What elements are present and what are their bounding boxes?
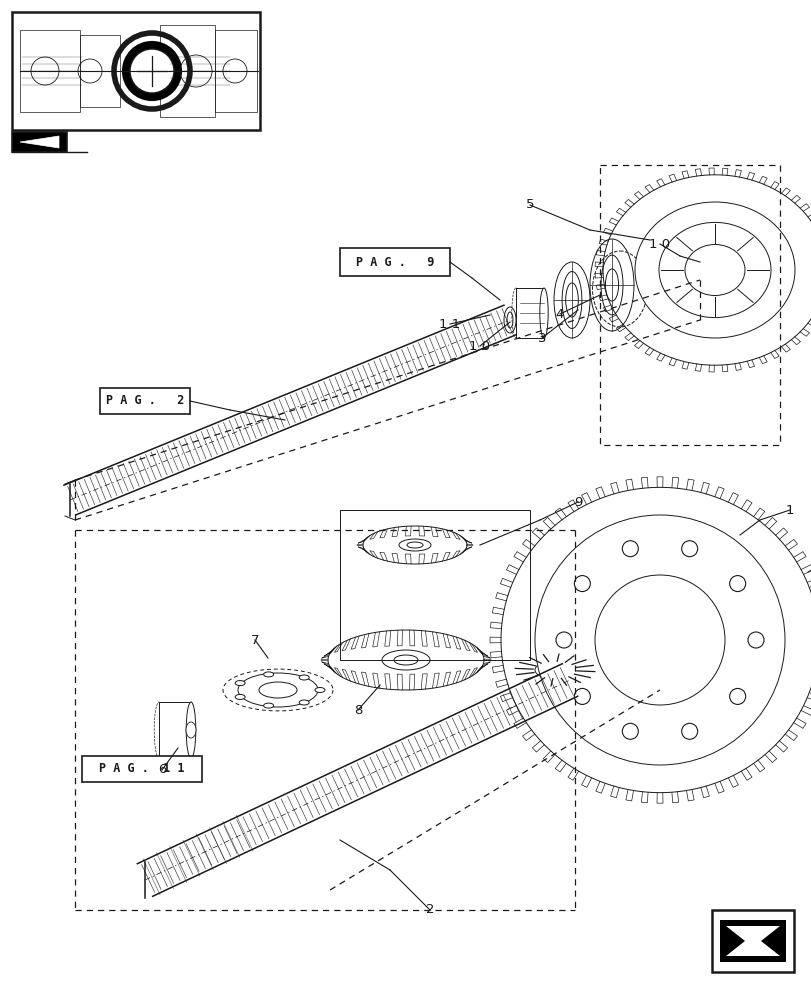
Circle shape [594, 575, 724, 705]
Bar [80, 35, 120, 107]
Bar [12, 132, 67, 152]
Ellipse shape [398, 539, 431, 551]
Circle shape [621, 541, 637, 557]
Ellipse shape [235, 694, 245, 699]
Bar [215, 30, 257, 112]
Ellipse shape [406, 542, 423, 548]
Circle shape [556, 632, 571, 648]
Ellipse shape [393, 655, 418, 665]
Ellipse shape [298, 700, 309, 705]
Circle shape [573, 688, 590, 704]
Text: 1 1: 1 1 [439, 318, 460, 330]
Text: 9: 9 [573, 495, 581, 508]
Circle shape [130, 49, 174, 93]
Text: 1 0: 1 0 [469, 340, 490, 353]
Ellipse shape [534, 661, 574, 679]
Bar [160, 25, 215, 117]
Ellipse shape [259, 682, 297, 698]
Bar [711, 910, 793, 972]
Ellipse shape [634, 202, 794, 338]
Circle shape [573, 576, 590, 592]
Ellipse shape [264, 703, 273, 708]
Ellipse shape [186, 702, 195, 758]
FancyBboxPatch shape [82, 756, 202, 782]
Text: 1: 1 [785, 504, 793, 516]
Text: 4: 4 [555, 308, 564, 320]
Text: 8: 8 [354, 704, 362, 716]
Polygon shape [719, 920, 785, 962]
Text: 5: 5 [525, 198, 534, 212]
Ellipse shape [553, 262, 590, 338]
Ellipse shape [684, 244, 744, 296]
Circle shape [680, 723, 697, 739]
Ellipse shape [539, 288, 547, 338]
Circle shape [534, 515, 784, 765]
Ellipse shape [235, 681, 245, 686]
Circle shape [621, 723, 637, 739]
Text: 1 0: 1 0 [649, 237, 670, 250]
Text: P A G .   9: P A G . 9 [355, 255, 434, 268]
Circle shape [747, 632, 763, 648]
Circle shape [122, 41, 182, 101]
Circle shape [729, 688, 744, 704]
Ellipse shape [298, 675, 309, 680]
Circle shape [680, 541, 697, 557]
Ellipse shape [659, 222, 770, 318]
FancyBboxPatch shape [100, 388, 190, 414]
Ellipse shape [504, 307, 515, 333]
Text: 2: 2 [425, 903, 434, 916]
Ellipse shape [590, 239, 633, 331]
Text: 3: 3 [537, 332, 546, 344]
Bar [20, 30, 80, 112]
Circle shape [729, 576, 744, 592]
Ellipse shape [186, 722, 195, 738]
FancyBboxPatch shape [340, 248, 449, 276]
Bar [159, 702, 191, 758]
Bar [12, 12, 260, 130]
Text: 7: 7 [251, 634, 259, 647]
Bar [515, 288, 543, 338]
Polygon shape [725, 926, 779, 956]
Text: P A G .   2: P A G . 2 [105, 394, 184, 408]
Ellipse shape [381, 650, 430, 670]
Ellipse shape [238, 673, 318, 707]
Ellipse shape [315, 688, 324, 692]
Text: P A G .  1 1: P A G . 1 1 [99, 762, 185, 775]
Ellipse shape [264, 672, 273, 677]
Polygon shape [20, 136, 59, 148]
Text: 6: 6 [157, 763, 166, 776]
